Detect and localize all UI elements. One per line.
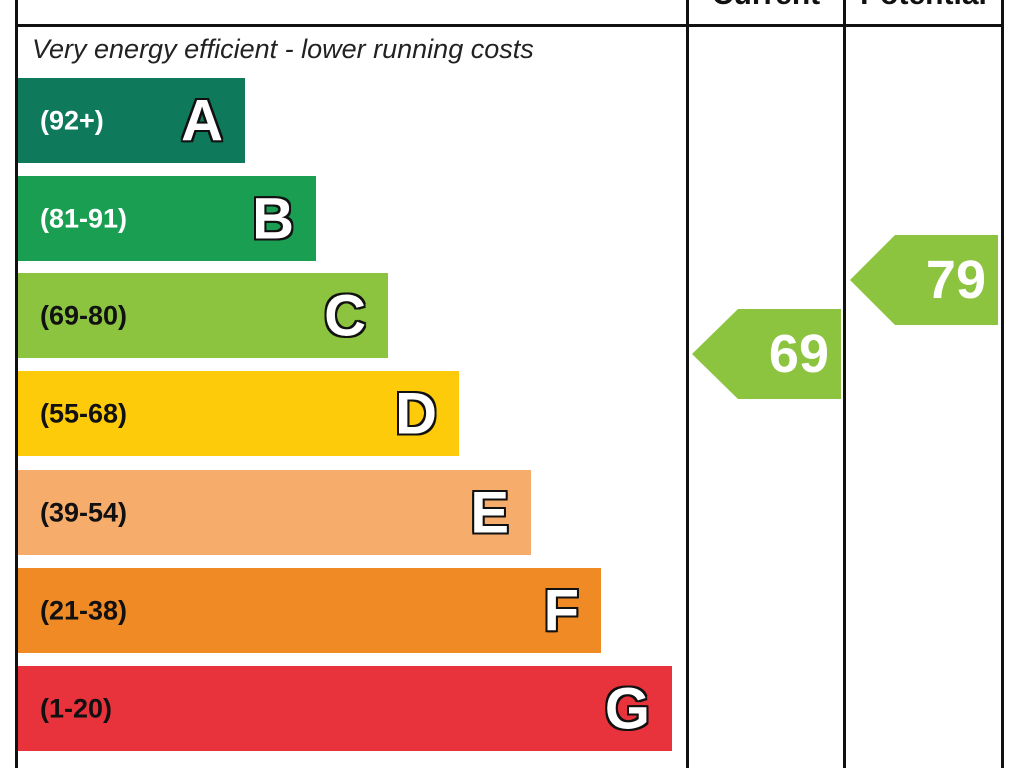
band-range-label: (1-20)	[40, 693, 113, 723]
header-divider	[15, 24, 1004, 27]
column-header-current: Current	[689, 0, 843, 12]
band-letter: F	[543, 578, 579, 643]
column-divider-current	[686, 0, 689, 768]
potential-arrow-shape	[850, 235, 998, 325]
current-arrow-shape	[692, 309, 841, 399]
band-bar-d: (55-68) D	[18, 371, 459, 456]
band-range-label: (39-54)	[40, 497, 128, 527]
band-range-label: (55-68)	[40, 398, 128, 428]
band-bar-g: (1-20) G	[18, 666, 672, 751]
band-range-label: (81-91)	[40, 203, 128, 233]
band-letter: E	[470, 480, 509, 545]
band-bar-c: (69-80) C	[18, 273, 388, 358]
band-bar-a: (92+) A	[18, 78, 245, 163]
potential-rating-arrow: 79	[850, 235, 998, 325]
current-rating-value: 69	[768, 324, 829, 384]
frame-left-border	[15, 0, 18, 768]
column-divider-potential	[843, 0, 846, 768]
current-rating-arrow: 69	[692, 309, 841, 399]
column-header-potential: Potential	[846, 0, 1001, 12]
band-range-label: (69-80)	[40, 300, 128, 330]
band-letter: G	[604, 676, 650, 741]
band-range-label: (92+)	[40, 105, 104, 135]
frame-right-border	[1001, 0, 1004, 768]
band-bar-f: (21-38) F	[18, 568, 601, 653]
potential-rating-value: 79	[925, 250, 986, 310]
band-letter: D	[395, 381, 437, 446]
band-range-label: (21-38)	[40, 595, 128, 625]
band-letter: C	[324, 283, 366, 348]
band-letter: A	[181, 88, 223, 153]
band-letter: B	[252, 186, 294, 251]
chart-caption-top: Very energy efficient - lower running co…	[32, 34, 534, 64]
band-bar-b: (81-91) B	[18, 176, 316, 261]
band-bar-e: (39-54) E	[18, 470, 531, 555]
